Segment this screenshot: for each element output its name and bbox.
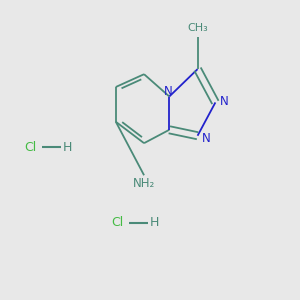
Text: N: N [164, 85, 172, 98]
Text: N: N [202, 132, 211, 145]
Text: CH₃: CH₃ [187, 23, 208, 34]
Text: Cl: Cl [111, 216, 123, 229]
Text: H: H [63, 140, 72, 154]
Text: Cl: Cl [24, 140, 37, 154]
Text: H: H [149, 216, 159, 229]
Text: N: N [220, 95, 229, 108]
Text: NH₂: NH₂ [133, 177, 155, 190]
